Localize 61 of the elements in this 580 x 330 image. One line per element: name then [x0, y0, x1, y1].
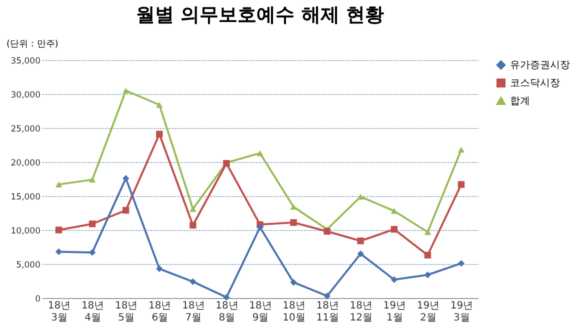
point — [458, 260, 465, 267]
x-tick-label: 18년 10월 — [282, 300, 306, 324]
point — [156, 130, 163, 138]
y-axis-title: (단위 : 만주) — [6, 40, 58, 50]
point — [256, 150, 264, 156]
point — [357, 250, 364, 258]
chart-title: 월별 의무보호예수 해제 현황 — [136, 4, 384, 26]
point — [424, 229, 432, 235]
x-tick-label: 18년 7월 — [182, 300, 205, 324]
point — [290, 279, 297, 286]
y-tick-label: 0 — [35, 294, 40, 304]
point — [390, 208, 398, 214]
point — [122, 206, 130, 214]
x-tick-label: 18년 9월 — [249, 300, 272, 324]
point — [156, 102, 163, 108]
point — [324, 292, 330, 300]
legend-label: 합계 — [510, 96, 530, 107]
point — [357, 194, 364, 200]
point — [357, 238, 364, 244]
x-tick-label: 18년 4월 — [81, 300, 104, 324]
point — [424, 252, 432, 259]
point — [190, 222, 196, 229]
y-tick-label: 30,000 — [10, 90, 40, 100]
point — [55, 248, 62, 256]
point — [55, 226, 62, 234]
x-tick-label: 18년 6월 — [148, 300, 172, 324]
x-tick-label: 19년 3월 — [450, 300, 474, 324]
point — [190, 278, 196, 286]
point — [88, 249, 96, 256]
x-tick-label: 18년 5월 — [114, 300, 138, 324]
point — [55, 182, 62, 188]
y-tick-label: 25,000 — [10, 124, 40, 134]
point — [324, 228, 330, 235]
point — [458, 181, 465, 188]
point — [88, 176, 96, 183]
x-tick-label: 18년 11월 — [316, 300, 339, 324]
point — [122, 88, 130, 94]
x-tick-label: 18년 12월 — [350, 300, 372, 324]
point — [156, 265, 163, 272]
point — [390, 276, 398, 283]
x-tick-label: 18년 8월 — [216, 300, 238, 324]
x-tick-label: 19년 1월 — [383, 300, 406, 324]
point — [458, 146, 465, 153]
y-tick-label: 15,000 — [10, 192, 40, 202]
point — [290, 219, 297, 226]
x-tick-label: 18년 3월 — [48, 300, 71, 324]
y-tick-label: 20,000 — [10, 158, 40, 168]
point — [88, 220, 96, 228]
y-tick-label: 10,000 — [10, 226, 40, 236]
point — [256, 224, 264, 231]
point — [223, 294, 230, 301]
point — [424, 272, 432, 278]
legend-label: 코스닥시장 — [510, 78, 560, 89]
x-tick-label: 19년 2월 — [416, 300, 440, 324]
legend-label: 유가증권시장 — [510, 60, 570, 71]
point — [190, 206, 196, 212]
y-tick-label: 5,000 — [16, 260, 40, 270]
point — [122, 174, 130, 182]
point — [290, 204, 297, 210]
point — [390, 226, 398, 233]
y-tick-label: 35,000 — [10, 56, 40, 66]
